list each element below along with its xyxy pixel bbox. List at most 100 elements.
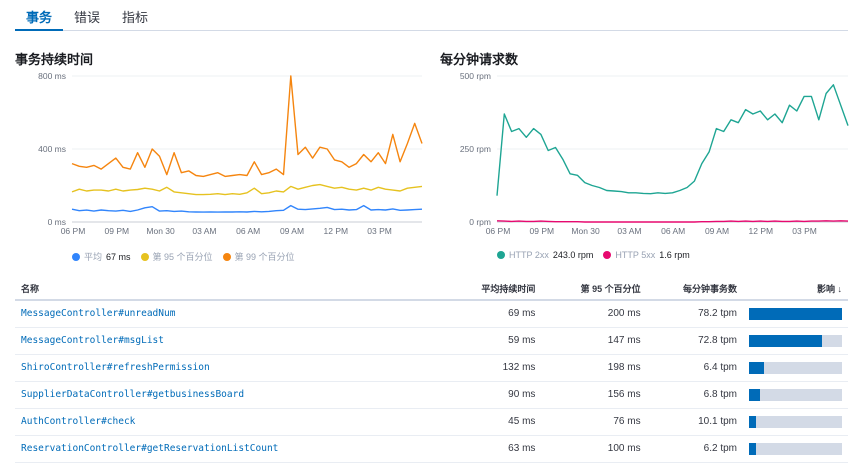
legend-dot-icon <box>140 252 149 261</box>
avg-duration: 132 ms <box>445 354 542 382</box>
impact-cell <box>743 381 848 409</box>
tpm: 6.8 tpm <box>646 381 743 409</box>
y-tick-label: 0 rpm <box>469 217 491 227</box>
x-tick-label: 12 PM <box>324 226 349 236</box>
impact-bar-fill <box>749 442 756 455</box>
col-avg-duration[interactable]: 平均持续时间 <box>445 278 542 301</box>
p95-duration: 100 ms <box>541 435 647 463</box>
tab-metrics[interactable]: 指标 <box>122 10 149 25</box>
transaction-link[interactable]: MessageController#msgList <box>15 327 445 355</box>
col-name[interactable]: 名称 <box>15 278 445 301</box>
x-tick-label: Mon 30 <box>146 226 175 236</box>
series-line-1[interactable] <box>71 183 423 196</box>
y-tick-label: 500 rpm <box>460 71 491 81</box>
legend-5xx[interactable]: HTTP 5xx 1.6 rpm <box>603 250 690 260</box>
x-tick-label: 06 AM <box>236 226 260 236</box>
y-tick-label: 250 rpm <box>460 144 491 154</box>
col-impact[interactable]: 影响 ↓ <box>743 278 848 301</box>
legend-label: 第 99 个百分位 <box>234 252 295 262</box>
p95-duration: 147 ms <box>541 327 647 355</box>
series-line-1[interactable] <box>496 220 849 223</box>
series-line-0[interactable] <box>71 204 423 213</box>
impact-bar <box>749 415 842 428</box>
impact-bar <box>749 334 842 347</box>
impact-bar <box>749 388 842 401</box>
p95-duration: 76 ms <box>541 408 647 436</box>
impact-bar-fill <box>749 361 764 374</box>
legend-dot-icon <box>222 252 231 261</box>
series-line-0[interactable] <box>496 84 849 196</box>
y-tick-label: 400 ms <box>38 144 66 154</box>
legend-value: 67 ms <box>106 251 131 262</box>
x-tick-label: 09 AM <box>705 226 729 236</box>
tpm: 78.2 tpm <box>646 300 743 328</box>
legend-label: 平均 <box>84 252 103 262</box>
x-tick-label: 09 PM <box>530 226 555 236</box>
col-tpm[interactable]: 每分钟事务数 <box>646 278 743 301</box>
x-tick-label: 03 AM <box>192 226 216 236</box>
impact-bar-fill <box>749 334 823 347</box>
transaction-link[interactable]: ShiroController#refreshPermission <box>15 354 445 382</box>
x-tick-label: Mon 30 <box>571 226 600 236</box>
rpm-chart-title: 每分钟请求数 <box>440 52 519 67</box>
transaction-link[interactable]: MessageController#unreadNum <box>15 300 445 328</box>
tab-bar: 事务 错误 指标 <box>15 0 848 31</box>
impact-bar <box>749 307 842 320</box>
avg-duration: 59 ms <box>445 327 542 355</box>
impact-cell <box>743 327 848 355</box>
x-tick-label: 06 PM <box>61 226 86 236</box>
legend-p95[interactable]: 第 95 个百分位 <box>140 250 213 263</box>
impact-bar-fill <box>749 415 757 428</box>
transaction-link[interactable]: AuthController#check <box>15 408 445 436</box>
table-row: MessageController#msgList 59 ms 147 ms 7… <box>15 327 848 355</box>
impact-cell <box>743 435 848 463</box>
legend-value: 1.6 rpm <box>659 250 690 260</box>
legend-value: 243.0 rpm <box>552 250 594 260</box>
tab-transactions[interactable]: 事务 <box>15 0 64 31</box>
p95-duration: 198 ms <box>541 354 647 382</box>
legend-dot-icon <box>497 251 505 259</box>
legend-label: HTTP 2xx <box>509 250 549 260</box>
legend-p99[interactable]: 第 99 个百分位 <box>222 250 295 263</box>
tpm: 6.2 tpm <box>646 435 743 463</box>
tpm: 10.1 tpm <box>646 408 743 436</box>
series-line-2[interactable] <box>71 75 423 178</box>
impact-cell <box>743 408 848 436</box>
x-tick-label: 03 PM <box>367 226 392 236</box>
tpm: 72.8 tpm <box>646 327 743 355</box>
avg-duration: 45 ms <box>445 408 542 436</box>
duration-chart-title: 事务持续时间 <box>15 52 94 67</box>
table-row: MessageController#unreadNum 69 ms 200 ms… <box>15 300 848 328</box>
impact-bar <box>749 442 842 455</box>
x-tick-label: 03 PM <box>792 226 817 236</box>
rpm-legend: HTTP 2xx 243.0 rpm HTTP 5xx 1.6 rpm <box>497 250 690 260</box>
table-row: SupplierDataController#getbusinessBoard … <box>15 381 848 409</box>
avg-duration: 63 ms <box>445 435 542 463</box>
avg-duration: 90 ms <box>445 381 542 409</box>
col-p95[interactable]: 第 95 个百分位 <box>541 278 647 301</box>
x-tick-label: 06 AM <box>661 226 685 236</box>
x-tick-label: 03 AM <box>617 226 641 236</box>
impact-cell <box>743 354 848 382</box>
impact-bar <box>749 361 842 374</box>
duration-legend: 平均 67 ms 第 95 个百分位 第 99 个百分位 <box>72 250 295 263</box>
p95-duration: 156 ms <box>541 381 647 409</box>
x-tick-label: 09 AM <box>280 226 304 236</box>
legend-avg[interactable]: 平均 67 ms <box>72 250 131 263</box>
legend-label: 第 95 个百分位 <box>152 252 213 262</box>
tpm: 6.4 tpm <box>646 354 743 382</box>
legend-dot-icon <box>72 252 80 261</box>
tab-errors[interactable]: 错误 <box>74 10 101 25</box>
x-tick-label: 12 PM <box>749 226 774 236</box>
transaction-link[interactable]: ReservationController#getReservationList… <box>15 435 445 463</box>
p95-duration: 200 ms <box>541 300 647 328</box>
y-tick-label: 800 ms <box>38 71 66 81</box>
legend-dot-icon <box>603 251 612 259</box>
legend-2xx[interactable]: HTTP 2xx 243.0 rpm <box>497 250 593 260</box>
table-row: AuthController#check 45 ms 76 ms 10.1 tp… <box>15 408 848 436</box>
table-row: ReservationController#getReservationList… <box>15 435 848 463</box>
impact-cell <box>743 300 848 328</box>
y-tick-label: 0 ms <box>48 217 66 227</box>
transaction-link[interactable]: SupplierDataController#getbusinessBoard <box>15 381 445 409</box>
